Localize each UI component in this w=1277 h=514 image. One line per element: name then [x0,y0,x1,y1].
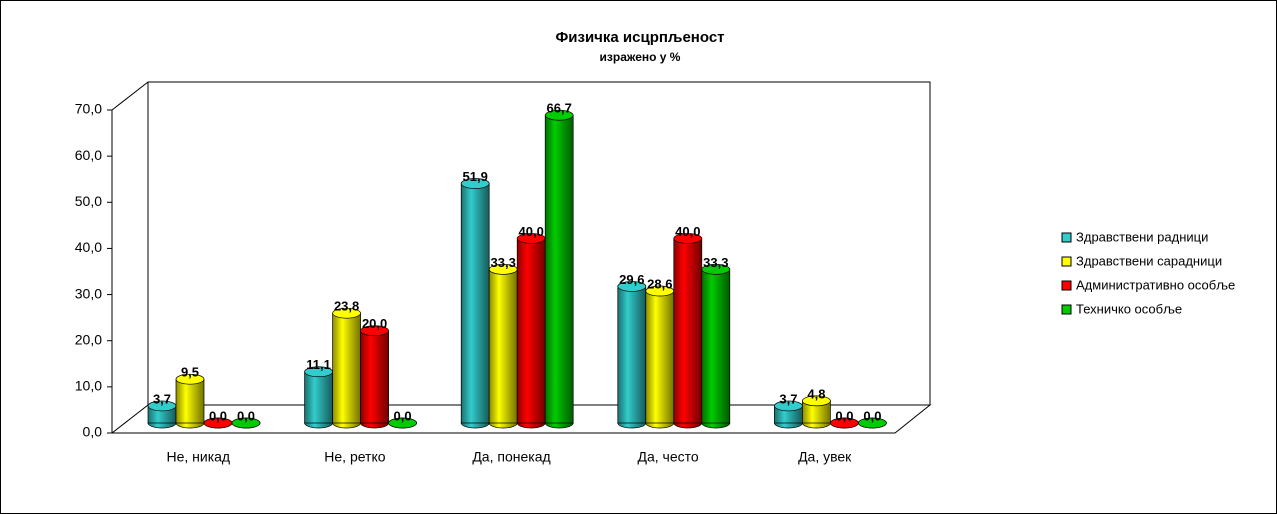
legend-label: Техничко особље [1076,301,1182,316]
bar [701,268,731,424]
legend-label: Административно особље [1076,277,1235,292]
value-label: 33,3 [703,255,728,270]
value-label: 29,6 [619,272,644,287]
value-label: 9,5 [181,365,199,380]
bar-top [231,417,261,429]
y-tick-label: 40,0 [75,239,102,255]
legend-swatch [1061,256,1072,267]
value-label: 0,0 [394,408,412,423]
bar [617,286,647,424]
x-tick-label: Не, ретко [324,449,385,465]
bar-top [858,417,887,429]
bar [304,371,333,424]
y-tick-label: 50,0 [75,193,102,209]
back-wall [111,81,931,405]
legend-label: Здравствени сарадници [1076,253,1222,268]
y-tick-label: 10,0 [75,378,102,394]
bar [544,114,574,424]
value-label: 0,0 [863,408,881,423]
bar [516,238,546,424]
y-tick-label: 70,0 [75,101,102,117]
bar [360,330,389,424]
bar [673,238,703,424]
legend-label: Здравствени радници [1076,229,1208,244]
value-label: 33,3 [491,255,516,270]
legend-swatch [1061,232,1072,243]
value-label: 3,7 [779,391,797,406]
value-label: 66,7 [547,101,572,116]
y-tick-label: 20,0 [75,331,102,347]
legend-swatch [1061,304,1072,315]
bar [645,290,675,424]
value-label: 23,8 [334,299,359,314]
x-tick-label: Да, понекад [472,449,550,465]
legend-swatch [1061,280,1072,291]
y-tick-label: 60,0 [75,147,102,163]
value-label: 11,1 [306,357,331,372]
bar-top [544,109,574,121]
chart-subtitle: изражено у % [600,50,681,64]
bar-top [460,178,490,189]
bar-top [701,263,731,275]
bar [175,378,205,424]
bar-top [617,281,647,292]
y-tick-label: 0,0 [83,424,103,440]
x-tick-label: Не, никад [166,449,230,465]
floor [110,404,932,434]
bar-top [388,417,417,429]
bar-top [802,395,831,407]
bar [332,312,361,424]
bar-top [673,233,703,244]
x-tick-label: Да, често [638,449,699,465]
value-label: 28,6 [647,276,672,291]
value-label: 0,0 [209,408,227,423]
value-label: 4,8 [807,386,825,401]
bar-top [175,373,205,385]
chart-title: Физичка исцрпљеност [555,29,724,46]
bar [488,268,518,424]
value-label: 0,0 [237,408,255,423]
value-label: 3,7 [153,391,171,406]
value-label: 0,0 [835,408,853,423]
value-label: 40,0 [519,224,544,239]
value-label: 20,0 [362,316,387,331]
bar [460,183,490,424]
bar-top [332,307,361,319]
value-label: 51,9 [463,169,488,184]
y-tick-label: 30,0 [75,285,102,301]
bar-top [360,325,389,337]
value-label: 40,0 [675,224,700,239]
x-tick-label: Да, увек [798,449,852,465]
